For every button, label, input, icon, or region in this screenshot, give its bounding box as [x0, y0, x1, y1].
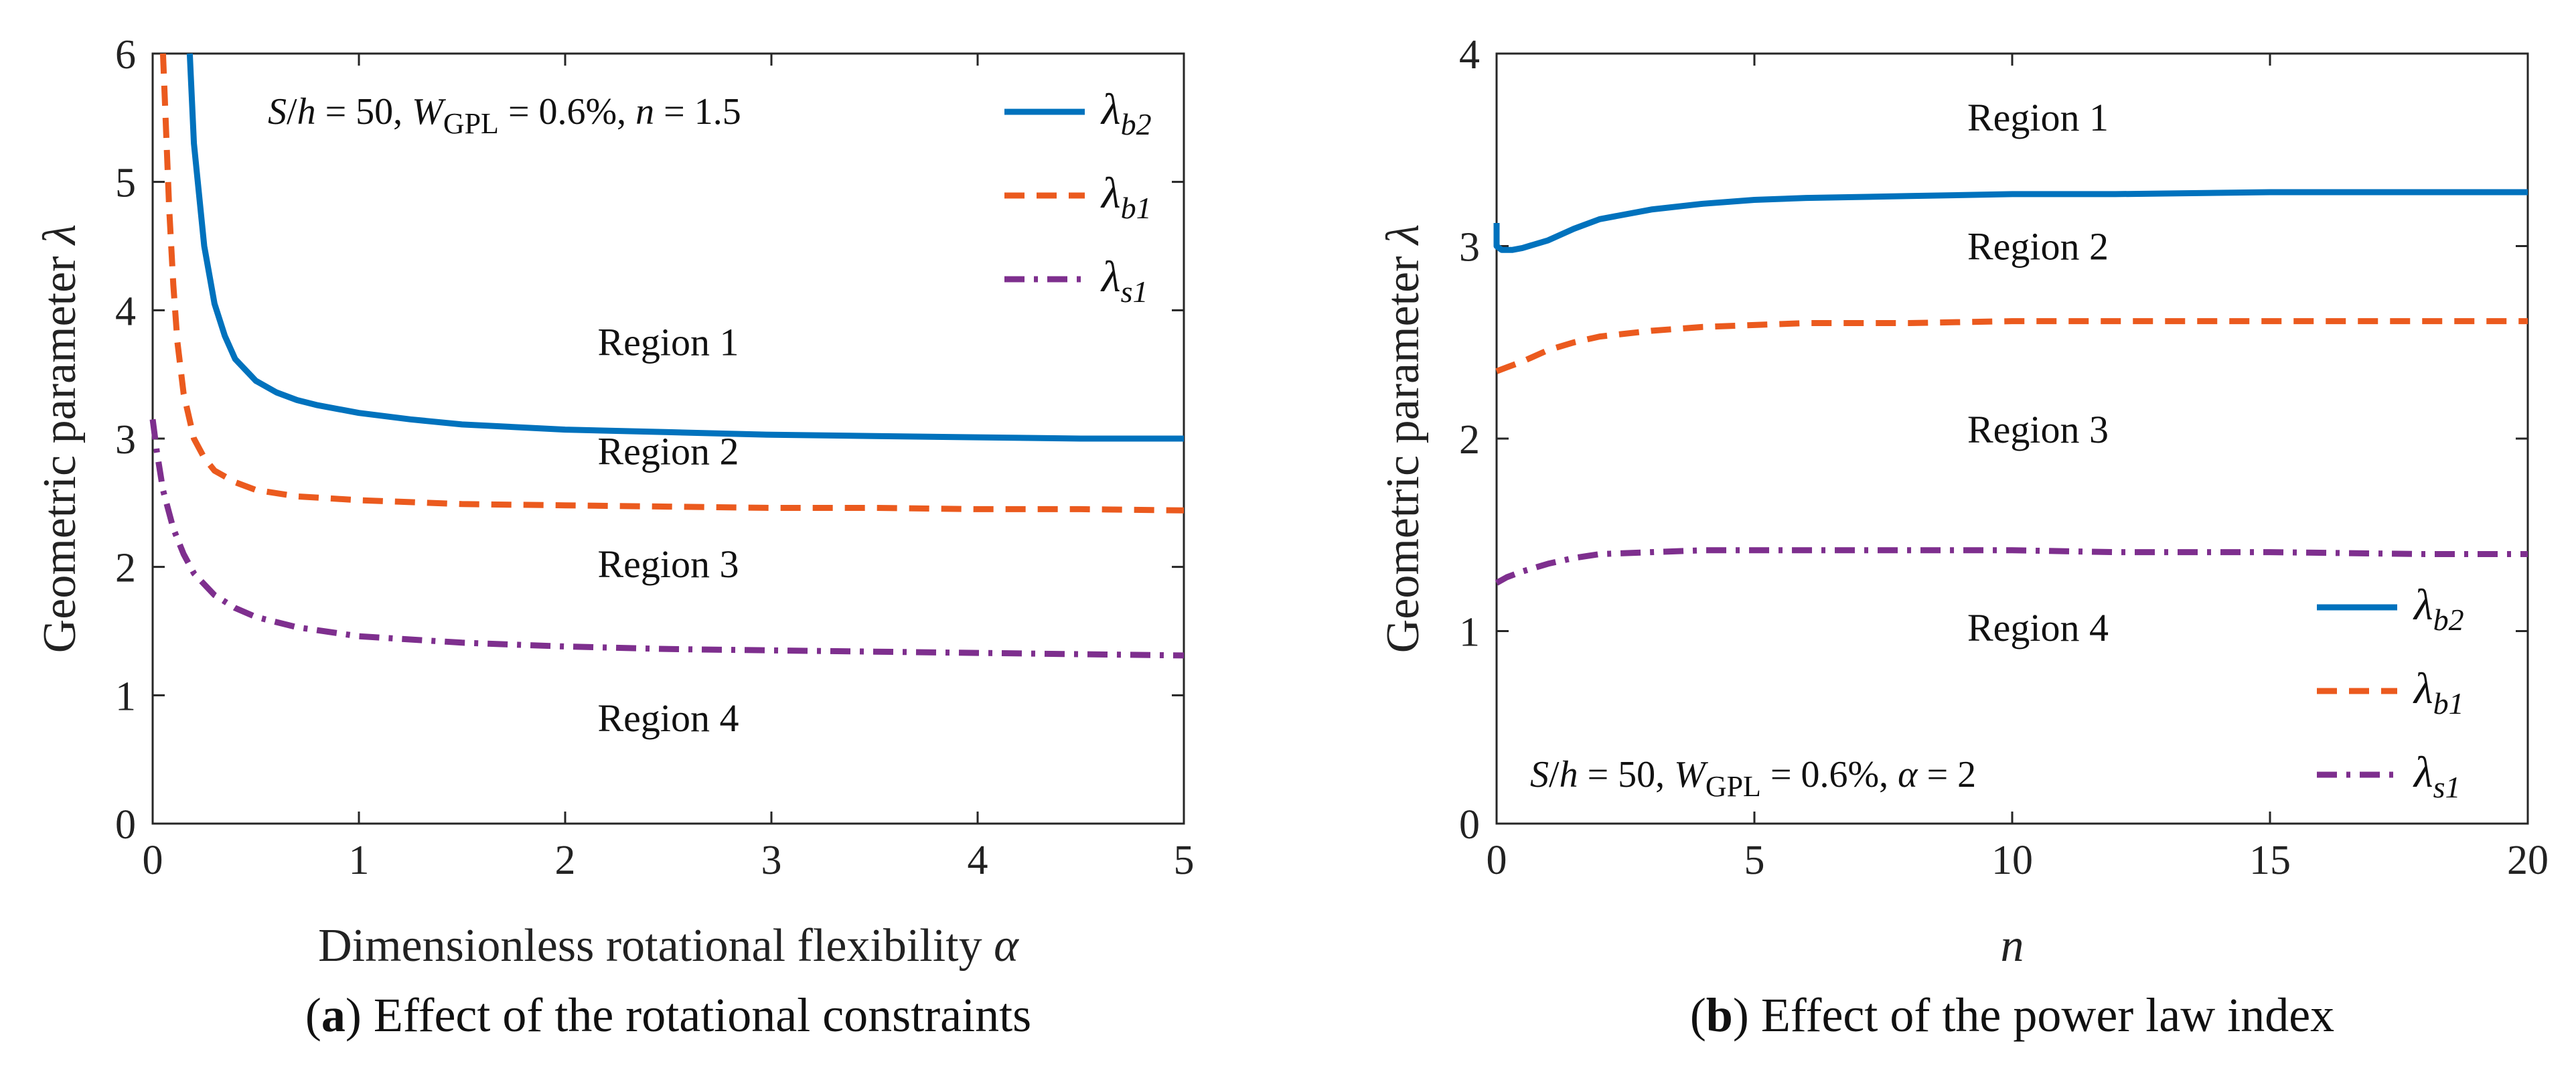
region-labels-b: Region 1 Region 2 Region 3 Region 4 — [1967, 96, 2109, 650]
x-tick-label: 20 — [2507, 838, 2549, 883]
caption-b: (b) Effect of the power law index — [1690, 988, 2334, 1042]
series-line-s1 — [1495, 547, 2528, 586]
y-tick-label: 3 — [115, 417, 136, 463]
x-tick-label: 0 — [1487, 838, 1507, 883]
region-label: Region 1 — [1967, 96, 2109, 139]
x-tick-label: 4 — [968, 838, 988, 883]
series-line-b2 — [186, 53, 1184, 442]
region-label: Region 3 — [1967, 408, 2109, 451]
x-tick-label: 2 — [555, 838, 576, 883]
series-group-a — [149, 53, 1185, 659]
region-label: Region 3 — [597, 542, 739, 586]
series-line-s1 — [149, 418, 1185, 659]
y-tick-label: 2 — [115, 546, 136, 591]
caption-a: (a) Effect of the rotational constraints — [305, 988, 1031, 1042]
region-label: Region 4 — [1967, 606, 2109, 650]
legend-label-b2: λb2 — [2413, 581, 2464, 637]
legend-label-s1: λs1 — [2413, 748, 2461, 804]
series-group-b — [1493, 189, 2528, 586]
x-tick-label: 5 — [1174, 838, 1195, 883]
y-tick-label: 1 — [115, 674, 136, 719]
legend-b: λb2 λb1 λs1 — [2317, 581, 2464, 804]
legend-label-b1: λb1 — [2413, 664, 2464, 720]
x-tick-label: 10 — [1991, 838, 2033, 883]
y-tick-label: 6 — [115, 32, 136, 78]
y-tick-label: 5 — [115, 161, 136, 206]
y-tick-label: 1 — [1459, 610, 1480, 656]
region-label: Region 2 — [1967, 225, 2109, 269]
y-axis-label-b: Geometric parameter λ — [1377, 224, 1429, 654]
legend-label-b1: λb1 — [1100, 169, 1152, 225]
y-tick-label: 0 — [1459, 802, 1480, 848]
x-tick-label: 5 — [1744, 838, 1765, 883]
x-tick-label: 3 — [761, 838, 782, 883]
y-tick-label: 0 — [115, 802, 136, 848]
legend-label-b2: λb2 — [1100, 85, 1152, 141]
plot-area-b — [1495, 52, 2529, 825]
tick-marks-a — [151, 52, 1185, 825]
y-tick-label: 4 — [1459, 32, 1480, 78]
series-line-b2 — [1493, 189, 2528, 253]
y-tick-label: 3 — [1459, 225, 1480, 271]
legend-a: λb2 λb1 λs1 — [1004, 85, 1152, 309]
y-tick-labels-b: 0 1 2 3 4 — [1459, 32, 1480, 848]
legend-label-s1: λs1 — [1100, 252, 1148, 309]
annotation-b: S/h = 50, WGPL = 0.6%, α = 2 — [1530, 754, 1976, 803]
x-tick-labels-b: 0 5 10 15 20 — [1487, 838, 2549, 883]
y-tick-labels-a: 0 1 2 3 4 5 6 — [115, 32, 136, 848]
annotation-a: S/h = 50, WGPL = 0.6%, n = 1.5 — [268, 91, 741, 140]
y-tick-label: 4 — [115, 289, 136, 334]
x-axis-label-a: Dimensionless rotational flexibility α — [318, 920, 1019, 972]
region-label: Region 4 — [597, 696, 739, 740]
x-axis-label-b: n — [2001, 920, 2024, 972]
x-tick-label: 15 — [2249, 838, 2291, 883]
region-label: Region 2 — [597, 429, 739, 473]
region-labels-a: Region 1 Region 2 Region 3 Region 4 — [597, 320, 739, 740]
y-axis-label-a: Geometric parameter λ — [34, 224, 86, 654]
y-tick-label: 2 — [1459, 417, 1480, 463]
x-tick-label: 0 — [143, 838, 163, 883]
tick-marks-b — [1495, 52, 2529, 825]
region-label: Region 1 — [597, 320, 739, 364]
x-tick-labels-a: 0 1 2 3 4 5 — [143, 838, 1195, 883]
x-tick-label: 1 — [349, 838, 370, 883]
series-line-b1 — [1495, 318, 2528, 374]
